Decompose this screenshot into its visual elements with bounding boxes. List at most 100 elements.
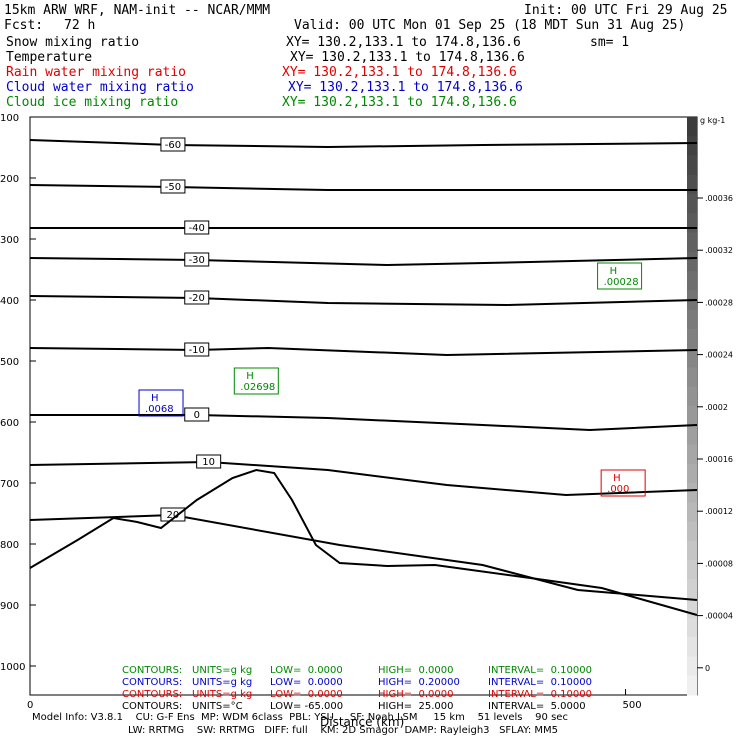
max-marker-value: .0068 — [145, 404, 174, 415]
terrain-line — [29, 468, 698, 616]
contour-info-field: HIGH= 0.0000 — [378, 665, 454, 676]
header-line1-left: 15km ARW WRF, NAM-init -- NCAR/MMM — [4, 3, 271, 18]
isotherm-label: -10 — [189, 345, 205, 356]
max-marker-box — [233, 367, 279, 395]
y-tick-label: 400 — [0, 296, 19, 307]
isotherm-line — [29, 460, 698, 497]
colorbar-segment — [687, 617, 697, 638]
contour-info-field: CONTOURS: — [122, 665, 183, 676]
colorbar-segment — [687, 579, 697, 600]
colorbar-segment — [687, 598, 697, 619]
max-marker-value: .000 — [607, 484, 629, 495]
field-name-temp: Temperature — [6, 50, 93, 65]
colorbar-tick-label: .00024 — [705, 351, 733, 360]
fcst-value: 72 h — [64, 18, 96, 33]
colorbar-tick-label: 0 — [705, 664, 710, 673]
colorbar-segment — [687, 540, 697, 561]
max-marker-box — [600, 469, 646, 497]
isotherm-label-box — [184, 220, 210, 235]
colorbar-tick-label: .00032 — [705, 246, 733, 255]
y-tick-label: 800 — [0, 540, 19, 551]
contour-info-field: UNITS=°C — [192, 701, 243, 712]
colorbar-segment — [687, 174, 697, 195]
isotherm-label-box — [160, 137, 186, 152]
contour-info-field: UNITS=g kg — [192, 677, 253, 688]
field-name-rain: Rain water mixing ratio — [6, 65, 187, 80]
colorbar-segment — [687, 117, 697, 137]
y-tick-label: 1000 — [0, 662, 25, 673]
footer-physics-info: LW: RRTMG SW: RRTMG DIFF: full KM: 2D Sm… — [128, 725, 558, 736]
header-line1-right: Init: 00 UTC Fri 29 Aug 25 — [524, 3, 728, 18]
colorbar-segment — [687, 309, 697, 330]
contour-info-field: CONTOURS: — [122, 677, 183, 688]
isotherm-label-box — [196, 454, 222, 469]
colorbar-segment — [687, 194, 697, 214]
isotherm-label-box — [184, 342, 210, 357]
valid-time: Valid: 00 UTC Mon 01 Sep 25 (18 MDT Sun … — [294, 18, 686, 33]
colorbar-segment — [687, 463, 697, 484]
footer-model-info: Model Info: V3.8.1 CU: G-F Ens MP: WDM 6… — [32, 712, 568, 723]
max-marker-h: H — [246, 371, 254, 382]
field-xy-snow: XY= 130.2,133.1 to 174.8,136.6 — [286, 35, 521, 50]
colorbar-segment — [687, 251, 697, 272]
colorbar-segment — [687, 406, 697, 426]
y-tick-label: 600 — [0, 418, 19, 429]
max-marker-h: H — [613, 473, 621, 484]
colorbar-axis: .00036 .00032 .00028 .00024 .0002 .00016 .0001… — [697, 194, 733, 673]
colorbar-segment — [687, 348, 697, 368]
contour-info-field: CONTOURS: — [122, 701, 183, 712]
colorbar-segment — [687, 637, 697, 657]
colorbar-tick-label: .00036 — [705, 194, 733, 203]
colorbar-tick-label: .00004 — [705, 612, 733, 621]
isotherm-line — [30, 414, 698, 432]
colorbar-tick-label: .00016 — [705, 455, 733, 464]
isotherm-label: 10 — [202, 457, 215, 468]
colorbar-segment — [687, 367, 697, 388]
colorbar-segment — [687, 155, 697, 176]
field-name-snow: Snow mixing ratio — [6, 35, 140, 50]
colorbar-tick-label: .00008 — [705, 559, 733, 568]
contour-info-field: UNITS=g kg — [192, 689, 253, 700]
colorbar-segment — [687, 502, 697, 523]
field-name-cloudwater: Cloud water mixing ratio — [6, 80, 194, 95]
isotherm-line — [29, 139, 698, 149]
colorbar-segment — [687, 213, 697, 234]
isotherm-label: -30 — [189, 255, 205, 266]
colorbar-segment — [687, 444, 697, 465]
colorbar-segment — [687, 560, 697, 580]
y-tick-label: 700 — [0, 479, 19, 490]
isotherm-label: -40 — [189, 223, 205, 234]
x-axis-label: Distance (km) — [320, 715, 404, 729]
y-tick-label: 900 — [0, 601, 19, 612]
contour-info-field: HIGH= 0.20000 — [378, 677, 460, 688]
isotherm-line — [29, 184, 697, 191]
isotherm-label-box — [160, 507, 186, 522]
isotherm-label: -60 — [165, 140, 181, 151]
colorbar-segment — [687, 521, 697, 542]
field-xy-temp: XY= 130.2,133.1 to 174.8,136.6 — [290, 50, 525, 65]
isotherm-label-box — [184, 290, 210, 305]
colorbar-segment — [687, 386, 697, 407]
isotherm-line — [29, 346, 698, 357]
colorbar-tick-label: .0002 — [705, 403, 728, 412]
y-tick-label: 100 — [0, 113, 19, 124]
max-marker-box — [138, 389, 184, 417]
isotherm-label: 20 — [167, 510, 180, 521]
contour-info-field: INTERVAL= 0.10000 — [488, 677, 592, 688]
isotherm-label-box — [160, 179, 186, 194]
x-tick-label: 500 — [623, 700, 642, 711]
y-tick-label: 500 — [0, 357, 19, 368]
isotherm-label-box — [184, 252, 210, 267]
field-xy-rain: XY= 130.2,133.1 to 174.8,136.6 — [282, 65, 517, 80]
colorbar-segment — [687, 328, 697, 349]
contour-info-field: LOW= 0.0000 — [270, 677, 343, 688]
isotherm-line — [29, 513, 698, 601]
contour-info-field: INTERVAL= 0.10000 — [488, 665, 592, 676]
contour-info-field: HIGH= 25.000 — [378, 701, 454, 712]
colorbar-segment — [687, 483, 697, 503]
y-axis: 100 200 300 400 500 600 700 800 900 1000 — [0, 113, 36, 673]
max-marker-box — [597, 262, 643, 290]
x-tick-label: 0 — [27, 700, 33, 711]
